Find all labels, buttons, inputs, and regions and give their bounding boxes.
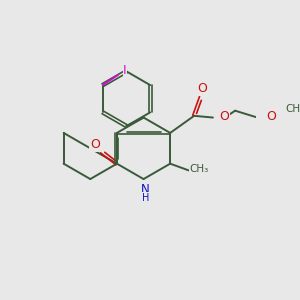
Text: O: O bbox=[90, 138, 100, 152]
Text: CH₃: CH₃ bbox=[190, 164, 209, 174]
Text: O: O bbox=[220, 110, 230, 123]
Text: O: O bbox=[198, 82, 208, 95]
Text: CH₃: CH₃ bbox=[285, 104, 300, 114]
Text: H: H bbox=[142, 193, 149, 203]
Text: I: I bbox=[123, 64, 127, 77]
Text: N: N bbox=[141, 183, 150, 196]
Text: O: O bbox=[266, 110, 276, 123]
